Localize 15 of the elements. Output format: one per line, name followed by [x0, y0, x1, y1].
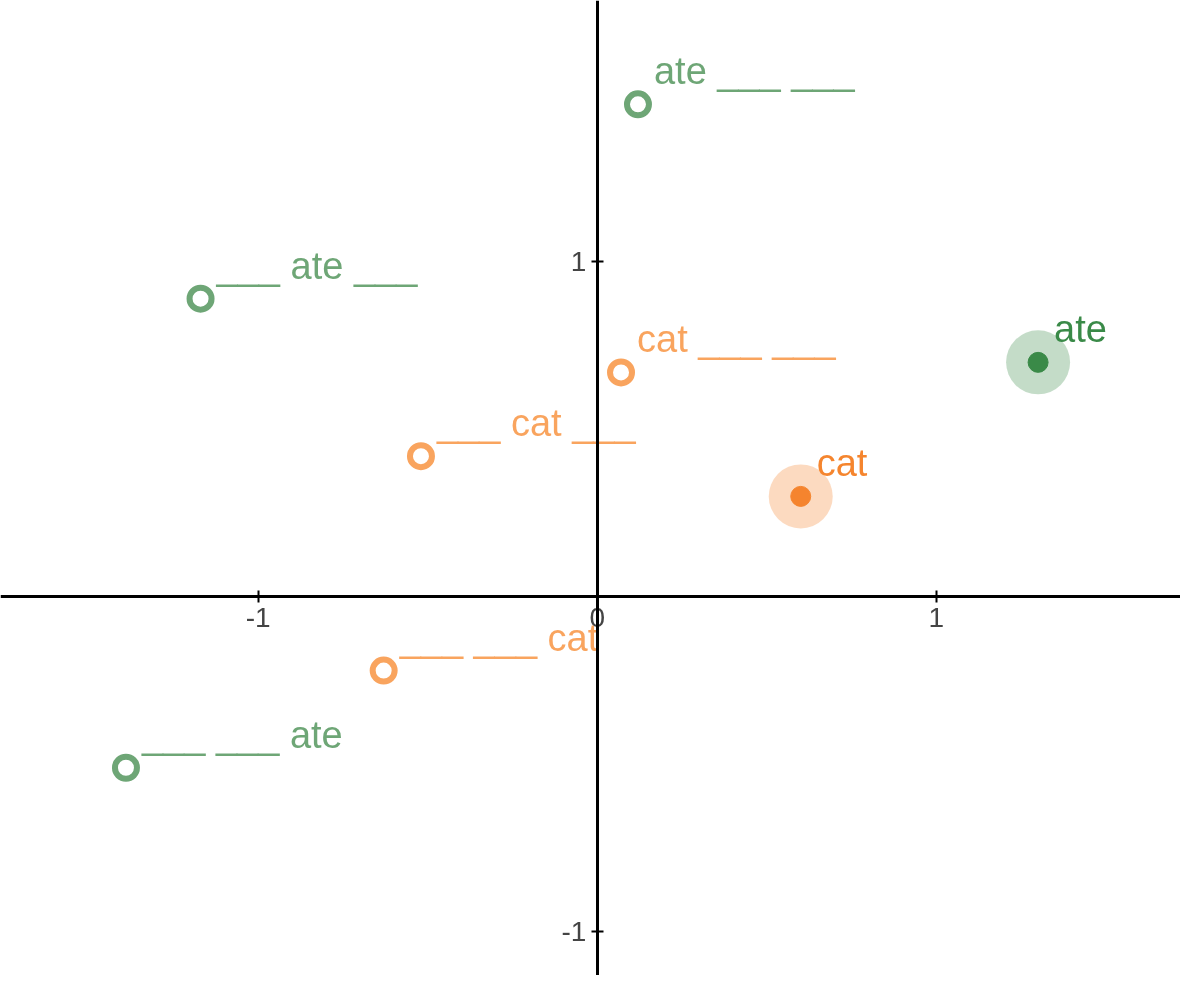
point	[186, 284, 215, 313]
annotation: ___ ate ___	[215, 244, 419, 287]
annotation: cat ___ ___	[637, 318, 837, 361]
point	[406, 442, 435, 471]
annotation: ___ ___ ate	[140, 713, 343, 756]
point	[111, 753, 140, 782]
x-tick-label: -1	[245, 601, 271, 633]
annotation: ate	[1054, 308, 1107, 351]
annotation: ate ___ ___	[653, 50, 856, 93]
x-tick-label: 1	[928, 601, 945, 633]
point	[369, 656, 398, 685]
annotation: ___ cat ___	[435, 402, 637, 445]
point	[623, 90, 652, 119]
point	[607, 358, 636, 387]
annotation: cat	[816, 442, 868, 485]
